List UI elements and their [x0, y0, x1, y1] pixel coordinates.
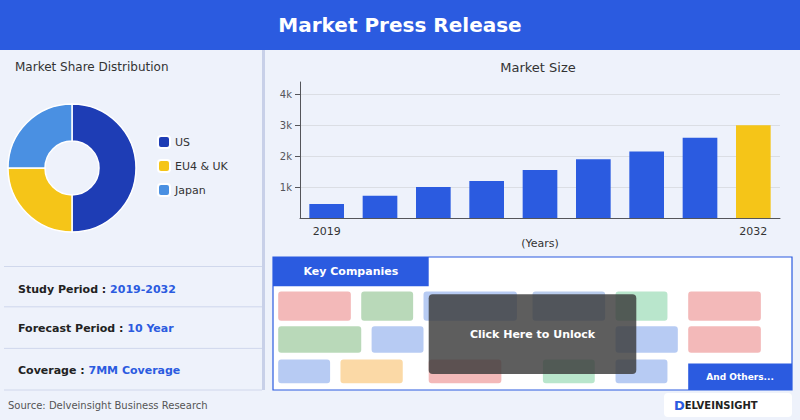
svg-text:Japan: Japan	[174, 184, 206, 197]
svg-text:7MM Coverage: 7MM Coverage	[89, 364, 181, 377]
svg-text:Coverage :: Coverage :	[18, 364, 89, 377]
svg-text:10 Year: 10 Year	[127, 322, 174, 335]
svg-text:4k: 4k	[280, 89, 292, 100]
svg-text:US: US	[175, 136, 190, 149]
svg-text:2032: 2032	[739, 225, 767, 238]
svg-text:And Others...: And Others...	[706, 372, 773, 382]
svg-text:EU4 & UK: EU4 & UK	[175, 160, 229, 173]
svg-text:2k: 2k	[280, 151, 292, 162]
svg-text:2019-2032: 2019-2032	[110, 283, 176, 296]
svg-text:Key Companies: Key Companies	[303, 265, 398, 278]
svg-text:Market Size: Market Size	[500, 60, 576, 75]
svg-text:Market Press Release: Market Press Release	[278, 13, 521, 37]
svg-text:3k: 3k	[280, 120, 292, 131]
svg-text:1k: 1k	[280, 182, 292, 193]
svg-text:Source: Delveinsight Business: Source: Delveinsight Business Research	[8, 400, 208, 411]
svg-text:(Years): (Years)	[521, 237, 559, 250]
svg-text:ELVEINSIGHT: ELVEINSIGHT	[685, 400, 758, 411]
svg-text:2019: 2019	[313, 225, 341, 238]
svg-text:Market Share Distribution: Market Share Distribution	[15, 60, 169, 74]
svg-text:Click Here to Unlock: Click Here to Unlock	[470, 328, 596, 341]
svg-text:D: D	[674, 398, 685, 413]
svg-text:Study Period :: Study Period :	[18, 283, 110, 296]
svg-text:Forecast Period :: Forecast Period :	[18, 322, 127, 335]
